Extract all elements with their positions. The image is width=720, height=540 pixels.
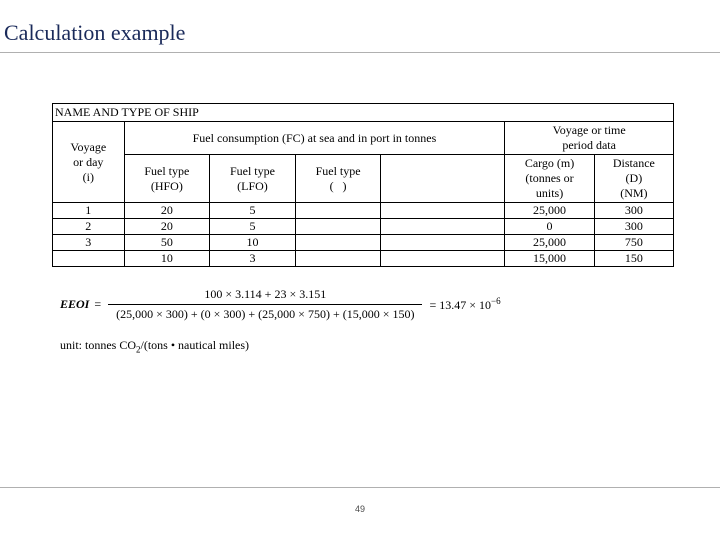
cell-lfo: 10 — [210, 235, 296, 251]
distance-header: Distance(D)(NM) — [594, 155, 673, 203]
cell-cargo: 25,000 — [505, 203, 594, 219]
page-title: Calculation example — [0, 0, 720, 53]
cell-i: 1 — [53, 203, 125, 219]
equals-sign: = — [94, 297, 101, 312]
cell-i: 2 — [53, 219, 125, 235]
cell-blank — [381, 219, 505, 235]
table-header-row-2: Fuel type(HFO) Fuel type(LFO) Fuel type(… — [53, 155, 674, 203]
fuel-consumption-header: Fuel consumption (FC) at sea and in port… — [124, 122, 505, 155]
voyage-time-header: Voyage or time period data — [505, 122, 674, 155]
fueltype-lfo-header: Fuel type(LFO) — [210, 155, 296, 203]
cell-cargo: 0 — [505, 219, 594, 235]
cell-dist: 150 — [594, 251, 673, 267]
table-header-row-1: Voyage or day (i) Fuel consumption (FC) … — [53, 122, 674, 155]
fueltype-hfo-header: Fuel type(HFO) — [124, 155, 210, 203]
voyage-header: Voyage or day (i) — [53, 122, 125, 203]
page-number: 49 — [0, 504, 720, 514]
table-row: 35010 25,000750 — [53, 235, 674, 251]
cell-i: 3 — [53, 235, 125, 251]
eeoi-table: NAME AND TYPE OF SHIP Voyage or day (i) … — [52, 103, 674, 267]
cell-lfo: 3 — [210, 251, 296, 267]
cell-hfo: 20 — [124, 203, 210, 219]
eeoi-label: EEOI — [60, 297, 89, 312]
cell-lfo: 5 — [210, 203, 296, 219]
table-row: 103 15,000150 — [53, 251, 674, 267]
cell-dist: 300 — [594, 219, 673, 235]
cell-hfo: 50 — [124, 235, 210, 251]
ship-header: NAME AND TYPE OF SHIP — [53, 104, 674, 122]
cell-lfo: 5 — [210, 219, 296, 235]
content-area: NAME AND TYPE OF SHIP Voyage or day (i) … — [0, 53, 720, 354]
cell-dist: 300 — [594, 203, 673, 219]
cell-i — [53, 251, 125, 267]
cell-hfo: 20 — [124, 219, 210, 235]
table-row: 1205 25,000300 — [53, 203, 674, 219]
cell-blank — [381, 235, 505, 251]
cell-ft3 — [295, 219, 381, 235]
cell-hfo: 10 — [124, 251, 210, 267]
unit-line: unit: tonnes CO2/(tons • nautical miles) — [60, 338, 680, 354]
eeoi-formula: EEOI = 100 × 3.114 + 23 × 3.151 (25,000 … — [60, 287, 680, 322]
table-row: 2205 0300 — [53, 219, 674, 235]
fraction: 100 × 3.114 + 23 × 3.151 (25,000 × 300) … — [108, 287, 422, 322]
table-ship-row: NAME AND TYPE OF SHIP — [53, 104, 674, 122]
cell-ft3 — [295, 235, 381, 251]
cell-dist: 750 — [594, 235, 673, 251]
cell-cargo: 25,000 — [505, 235, 594, 251]
cell-ft3 — [295, 203, 381, 219]
cell-cargo: 15,000 — [505, 251, 594, 267]
fueltype-blank-header: Fuel type( ) — [295, 155, 381, 203]
numerator: 100 × 3.114 + 23 × 3.151 — [108, 287, 422, 304]
blank-header — [381, 155, 505, 203]
footer-rule — [0, 487, 720, 488]
cell-blank — [381, 203, 505, 219]
cell-ft3 — [295, 251, 381, 267]
result: = 13.47 × 10−6 — [429, 296, 500, 313]
cell-blank — [381, 251, 505, 267]
cargo-header: Cargo (m)(tonnes orunits) — [505, 155, 594, 203]
denominator: (25,000 × 300) + (0 × 300) + (25,000 × 7… — [108, 304, 422, 322]
